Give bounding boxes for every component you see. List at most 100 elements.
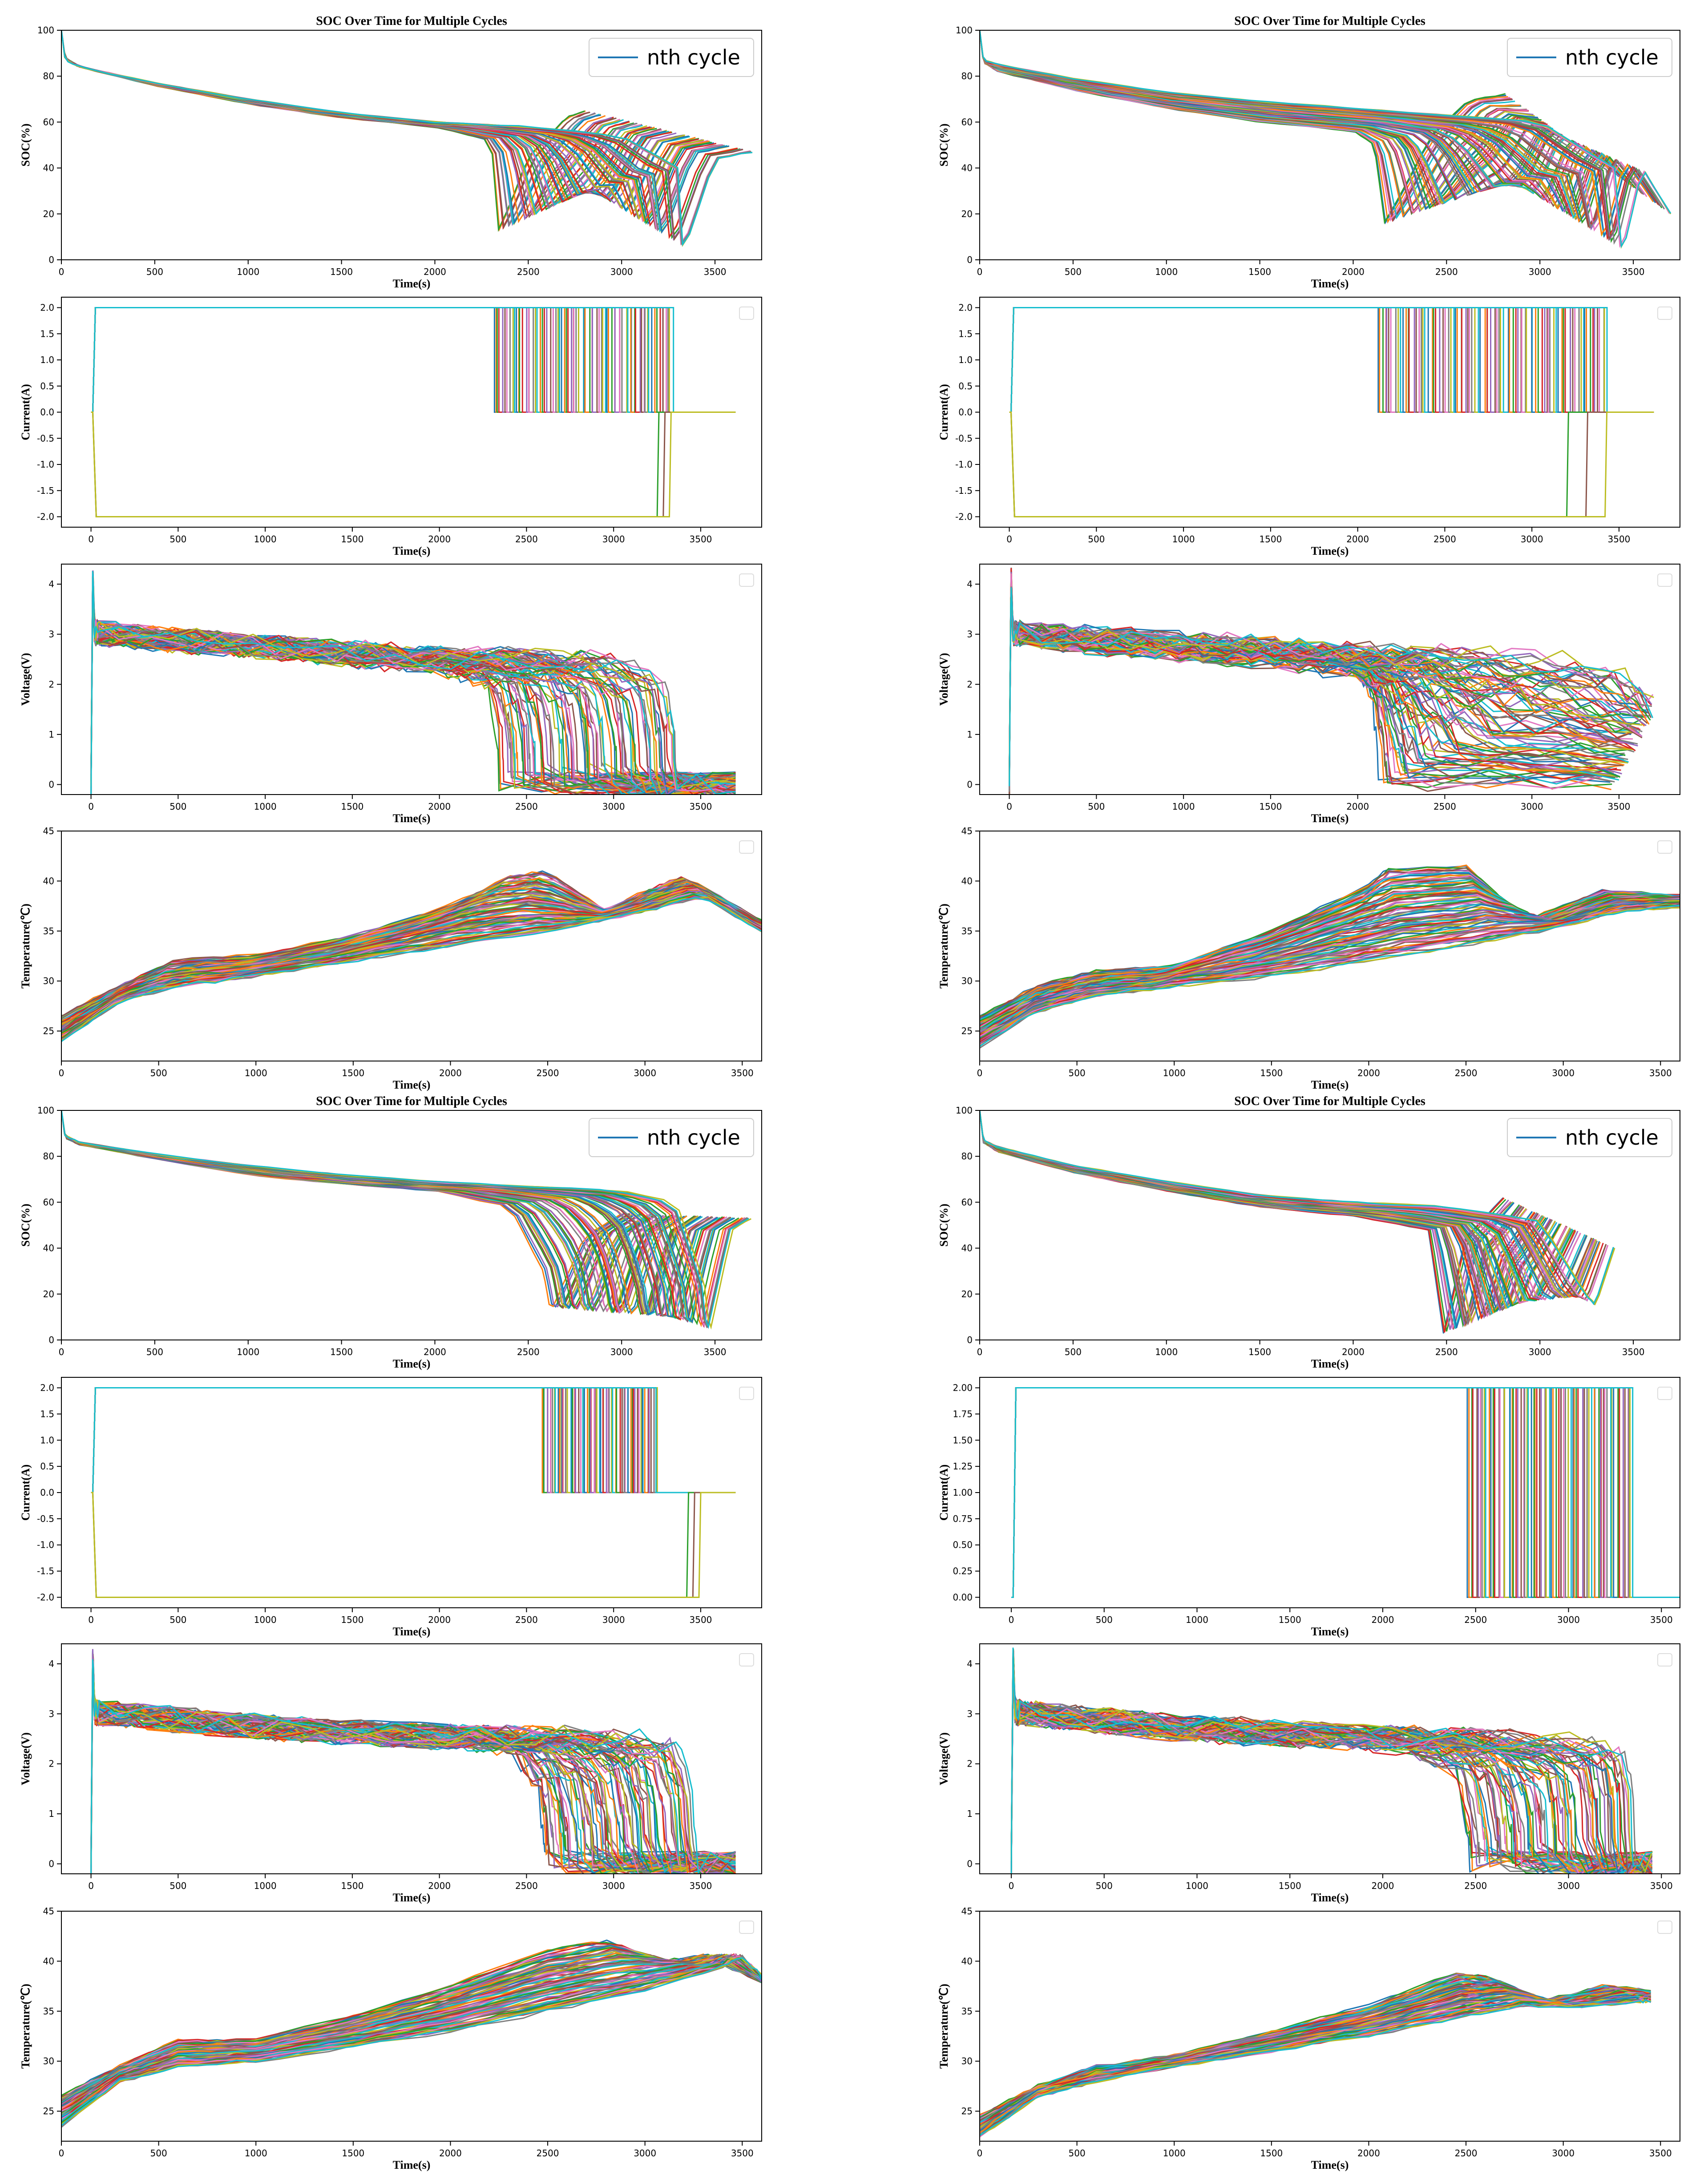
series-line [61, 1955, 762, 2127]
x-tick-label: 2000 [428, 534, 451, 545]
y-tick-label: 45 [43, 1906, 54, 1917]
y-tick-label: 1.0 [40, 355, 54, 365]
series-line [1009, 307, 1654, 413]
x-tick-label: 1000 [1172, 801, 1195, 812]
y-tick-label: 25 [43, 1026, 54, 1037]
series-line [91, 307, 736, 413]
series-line [91, 307, 736, 413]
x-tick-label: 3000 [634, 2148, 656, 2159]
series-line [1009, 307, 1654, 413]
series-group [90, 570, 736, 795]
series-line [1009, 307, 1654, 413]
x-tick-label: 3500 [1622, 1347, 1645, 1357]
y-tick-label: 1 [48, 729, 54, 740]
y-tick-label: 30 [43, 2056, 54, 2066]
series-line [1009, 585, 1628, 790]
series-line [1009, 307, 1654, 413]
y-axis-label: Voltage(V) [937, 653, 950, 706]
series-line [91, 307, 736, 413]
series-line [1009, 307, 1654, 413]
series-line [91, 307, 736, 413]
plot-frame [61, 30, 762, 260]
series-line [980, 1988, 1651, 2124]
series-line [980, 1992, 1651, 2129]
series-line [980, 1992, 1651, 2126]
series-line [1011, 1387, 1680, 1598]
x-tick-label: 2500 [1455, 1068, 1478, 1078]
x-tick-label: 2500 [1435, 266, 1458, 277]
series-line [1011, 1387, 1680, 1598]
plot-frame [61, 1110, 762, 1340]
x-tick-label: 500 [170, 801, 186, 812]
series-line [1009, 307, 1654, 413]
y-axis-label: SOC(%) [937, 124, 950, 167]
series-line [1009, 307, 1654, 413]
series-line [91, 307, 736, 413]
x-tick-label: 2000 [424, 1347, 446, 1357]
series-line [91, 1492, 736, 1598]
series-line [1011, 1387, 1680, 1598]
series-line [91, 307, 736, 413]
series-line [1009, 307, 1654, 413]
series-group [61, 30, 753, 247]
series-line [1009, 577, 1633, 794]
x-tick-label: 2500 [1433, 534, 1456, 545]
series-line [91, 307, 736, 413]
x-tick-label: 3000 [610, 266, 633, 277]
y-tick-label: -0.5 [955, 433, 973, 444]
series-line [61, 30, 630, 212]
y-tick-label: 4 [48, 1658, 54, 1669]
series-group [1009, 307, 1654, 517]
x-tick-label: 2500 [515, 1880, 538, 1891]
series-line [91, 307, 736, 413]
series-line [1011, 1387, 1680, 1598]
x-tick-label: 3500 [704, 1347, 727, 1357]
series-line [1009, 307, 1654, 413]
x-tick-label: 3000 [602, 801, 625, 812]
series-line [91, 1492, 736, 1598]
y-tick-label: 80 [43, 71, 54, 81]
x-tick-label: 0 [1009, 1880, 1014, 1891]
series-line [1009, 307, 1654, 413]
series-line [1009, 307, 1654, 413]
series-line [90, 1659, 736, 1874]
series-line [980, 1975, 1651, 2119]
legend-box [589, 1118, 754, 1157]
y-tick-label: -1.5 [37, 485, 54, 496]
y-tick-label: 4 [48, 579, 54, 589]
series-line [1009, 307, 1654, 413]
series-line [91, 307, 736, 413]
legend-box [739, 1387, 754, 1400]
series-line [91, 307, 736, 413]
plot-frame [979, 30, 1680, 260]
plot-frame [979, 831, 1680, 1061]
x-tick-label: 2500 [537, 2148, 559, 2159]
series-line [91, 307, 736, 413]
plot-frame [979, 1643, 1680, 1874]
series-line [91, 307, 736, 413]
series-line [1009, 307, 1654, 413]
series-line [61, 892, 762, 1034]
y-tick-label: 80 [43, 1151, 54, 1162]
y-tick-label: 0 [967, 1859, 973, 1869]
series-line [1011, 1387, 1680, 1598]
x-tick-label: 500 [146, 266, 163, 277]
x-axis-label: Time(s) [1311, 1625, 1349, 1638]
chart-title: SOC Over Time for Multiple Cycles [316, 14, 507, 28]
x-tick-label: 500 [1065, 1347, 1082, 1357]
series-line [91, 307, 736, 413]
series-line [91, 1387, 736, 1493]
y-tick-label: 20 [43, 1289, 54, 1299]
series-line [1009, 412, 1654, 517]
y-tick-label: 40 [961, 163, 973, 174]
series-line [61, 897, 762, 1042]
series-line [1009, 582, 1635, 788]
series-line [1011, 1387, 1680, 1598]
x-tick-label: 2500 [1435, 1347, 1458, 1357]
x-tick-label: 1000 [1163, 1068, 1186, 1078]
chart-panel-set1-current: 0 500 1000 1500 2000 2500 3000 3500 -2.0 -1.5 -1.0… [19, 297, 762, 557]
series-line [1009, 307, 1654, 413]
series-line [980, 1998, 1651, 2138]
series-line [1009, 307, 1654, 413]
legend-box [1657, 1653, 1672, 1667]
